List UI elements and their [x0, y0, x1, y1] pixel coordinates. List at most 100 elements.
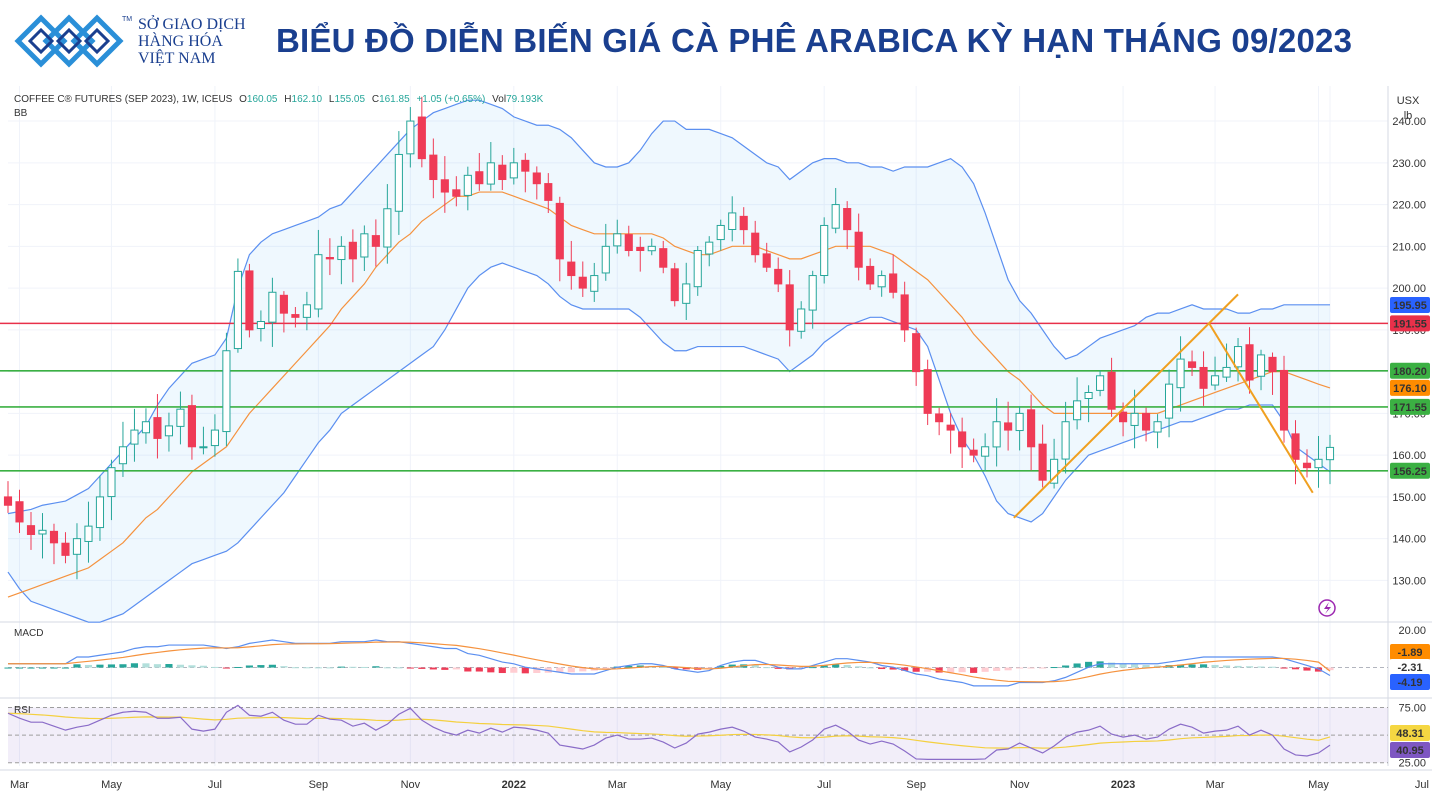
rsi-label: RSI: [14, 705, 31, 716]
candle-body: [785, 284, 794, 331]
macd-histogram-bar: [728, 664, 736, 668]
logo-trademark: TM: [122, 16, 133, 23]
candle-body: [72, 538, 82, 555]
macd-histogram-bar: [4, 667, 12, 669]
macd-signal-tag-text: -1.89: [1397, 647, 1422, 659]
macd-signal-tag-bg: [1390, 644, 1430, 660]
candle-body: [1142, 412, 1151, 431]
time-tick-label: Nov: [1010, 779, 1030, 791]
change-value: +1.05 (+0.65%): [416, 94, 485, 105]
candle-body: [1187, 361, 1197, 368]
rsi-ma-tag-text: 48.31: [1396, 728, 1424, 740]
candle-body: [958, 431, 967, 448]
candle-body: [808, 275, 817, 311]
candle-body: [348, 241, 357, 260]
macd-histogram-bar: [1073, 663, 1081, 668]
chart-area[interactable]: 130.00140.00150.00160.00170.00180.00190.…: [0, 86, 1432, 795]
macd-histogram-bar: [763, 667, 771, 669]
candle-body: [371, 235, 380, 247]
time-tick-label: Jul: [208, 779, 222, 791]
macd-signal-tag: -1.89: [1390, 644, 1430, 660]
macd-histogram-bar: [533, 667, 541, 674]
macd-histogram-bar: [84, 664, 93, 668]
indicator-price-tag-bg: [1390, 379, 1430, 396]
time-tick-label: 2022: [502, 779, 526, 791]
level-price-tag-bg: [1390, 315, 1430, 332]
time-tick-label: Nov: [401, 779, 421, 791]
macd-histogram-bar: [878, 667, 886, 670]
time-tick-label: May: [101, 779, 122, 791]
macd-histogram-bar: [993, 667, 1001, 671]
candle-body: [1291, 433, 1300, 460]
macd-histogram-bar: [234, 666, 242, 668]
macd-histogram-bar: [429, 667, 437, 670]
time-axis[interactable]: Mar May Jul Sep Nov 2022 Mar May Jul Sep Nov 2023 Ma…: [0, 769, 1432, 791]
macd-label: MACD: [14, 628, 43, 639]
signal-line: [8, 641, 1331, 683]
macd-histogram-bar: [521, 667, 529, 674]
candle-body: [1004, 422, 1013, 431]
candle-body: [1302, 462, 1312, 469]
candle-body: [992, 421, 1001, 448]
candle-body: [509, 162, 518, 179]
rsi-ma-tag: 48.31: [1390, 725, 1430, 741]
candle-body: [256, 321, 265, 330]
candle-body: [291, 314, 300, 318]
candle-body: [636, 246, 645, 252]
candle-body: [693, 250, 702, 288]
candle-body: [118, 446, 128, 465]
candle-body: [1314, 458, 1323, 469]
candle-body: [141, 421, 151, 434]
price-tick-label: 200.00: [1392, 283, 1426, 295]
macd-histogram-bar: [774, 667, 782, 669]
candle-body: [15, 501, 24, 523]
macd-histogram-bar: [1314, 667, 1323, 672]
volume-value: 79.193K: [506, 94, 544, 105]
macd-histogram-bar: [211, 666, 219, 668]
price-axis[interactable]: 130.00140.00150.00160.00170.00180.00190.…: [1390, 116, 1430, 770]
macd-histogram-bar: [349, 666, 357, 668]
macd-histogram-bar: [498, 667, 506, 674]
time-tick-label: Mar: [608, 779, 627, 791]
candle-body: [889, 273, 898, 293]
candle-body: [739, 215, 748, 231]
indicator-price-tag-text: 195.95: [1393, 300, 1427, 312]
macd-histogram-bar: [855, 666, 863, 668]
candle-body: [1015, 412, 1024, 432]
candle-body: [463, 174, 472, 196]
macd-histogram-bar: [1016, 667, 1024, 669]
candle-body: [417, 116, 426, 160]
candle-body: [1107, 371, 1116, 410]
candle-body: [1176, 358, 1185, 389]
macd-histogram-bar: [1062, 665, 1070, 668]
close-value: 161.85: [379, 94, 410, 105]
candle-body: [360, 233, 369, 258]
level-price-tag-text: 180.20: [1393, 366, 1427, 378]
price-tick-label: 220.00: [1392, 200, 1426, 212]
candle-body: [452, 189, 461, 197]
macd-histogram-bar: [1291, 667, 1300, 670]
macd-histogram-bar: [1176, 664, 1185, 668]
macd-histogram-bar: [832, 664, 840, 668]
candle-body: [751, 232, 760, 256]
rsi-value-tag-text: 40.95: [1396, 745, 1424, 757]
candle-body: [578, 276, 587, 289]
candle-body: [1233, 346, 1243, 368]
lightning-icon[interactable]: [1318, 599, 1336, 617]
macd-histogram-bar: [958, 667, 966, 673]
bb-fill: [8, 100, 1330, 623]
time-tick-label: 2023: [1111, 779, 1135, 791]
candle-body: [1073, 400, 1082, 421]
candle-body: [130, 429, 139, 445]
indicator-price-tag-bg: [1390, 297, 1430, 314]
macd-histogram-tag-bg: [1390, 659, 1430, 675]
macd-histogram-tag-text: -2.31: [1397, 662, 1422, 674]
candle-body: [1245, 344, 1254, 381]
candle-body: [279, 294, 288, 314]
candle-body: [935, 413, 944, 423]
level-price-tag: 171.55: [1390, 398, 1430, 415]
macd-histogram-bar: [1119, 663, 1127, 668]
macd-histogram-bar: [475, 667, 483, 672]
candle-body: [854, 231, 863, 268]
macd-histogram-bar: [395, 667, 403, 669]
